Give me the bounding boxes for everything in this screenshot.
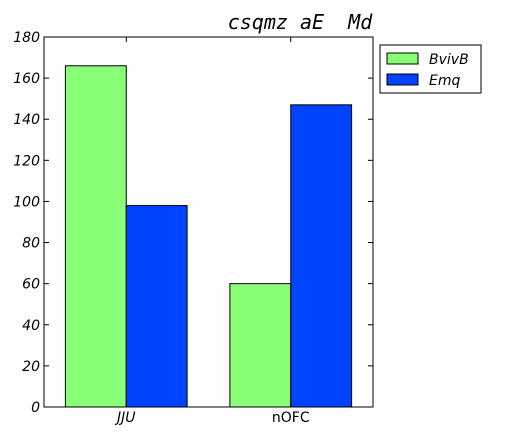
y-tick-label: 180 xyxy=(13,30,40,46)
bars-group xyxy=(64,65,353,408)
chart-title: csqmz aE Md xyxy=(228,10,373,34)
y-tick-label: 40 xyxy=(22,318,40,334)
legend-label-Emq: Emq xyxy=(429,73,460,89)
y-tick-label: 0 xyxy=(31,400,40,416)
legend-swatch-BvivB xyxy=(386,52,419,65)
y-tick-label: 60 xyxy=(22,277,40,293)
legend-swatch-Emq xyxy=(386,73,419,86)
bar-Emq-nOFC xyxy=(290,104,353,408)
y-tick-label: 160 xyxy=(13,71,40,87)
legend: BvivB Emq xyxy=(379,44,482,94)
legend-label-BvivB: BvivB xyxy=(429,52,469,68)
y-tick-label: 120 xyxy=(13,153,40,169)
bar-Emq-JJU xyxy=(125,205,188,408)
plot-frame xyxy=(43,36,374,408)
y-tick-label: 140 xyxy=(13,112,40,128)
y-tick-label: 20 xyxy=(22,359,40,375)
x-tick-label: JJU xyxy=(114,410,136,426)
bar-BvivB-nOFC xyxy=(229,283,292,408)
bar-BvivB-JJU xyxy=(64,65,127,408)
x-tick-label: nOFC xyxy=(272,410,310,426)
axes-group: 0 20 40 60 80 100 120 140 160 180 JJU nOFC xyxy=(13,30,374,426)
y-tick-label: 80 xyxy=(22,236,40,252)
y-tick-label: 100 xyxy=(13,194,40,210)
